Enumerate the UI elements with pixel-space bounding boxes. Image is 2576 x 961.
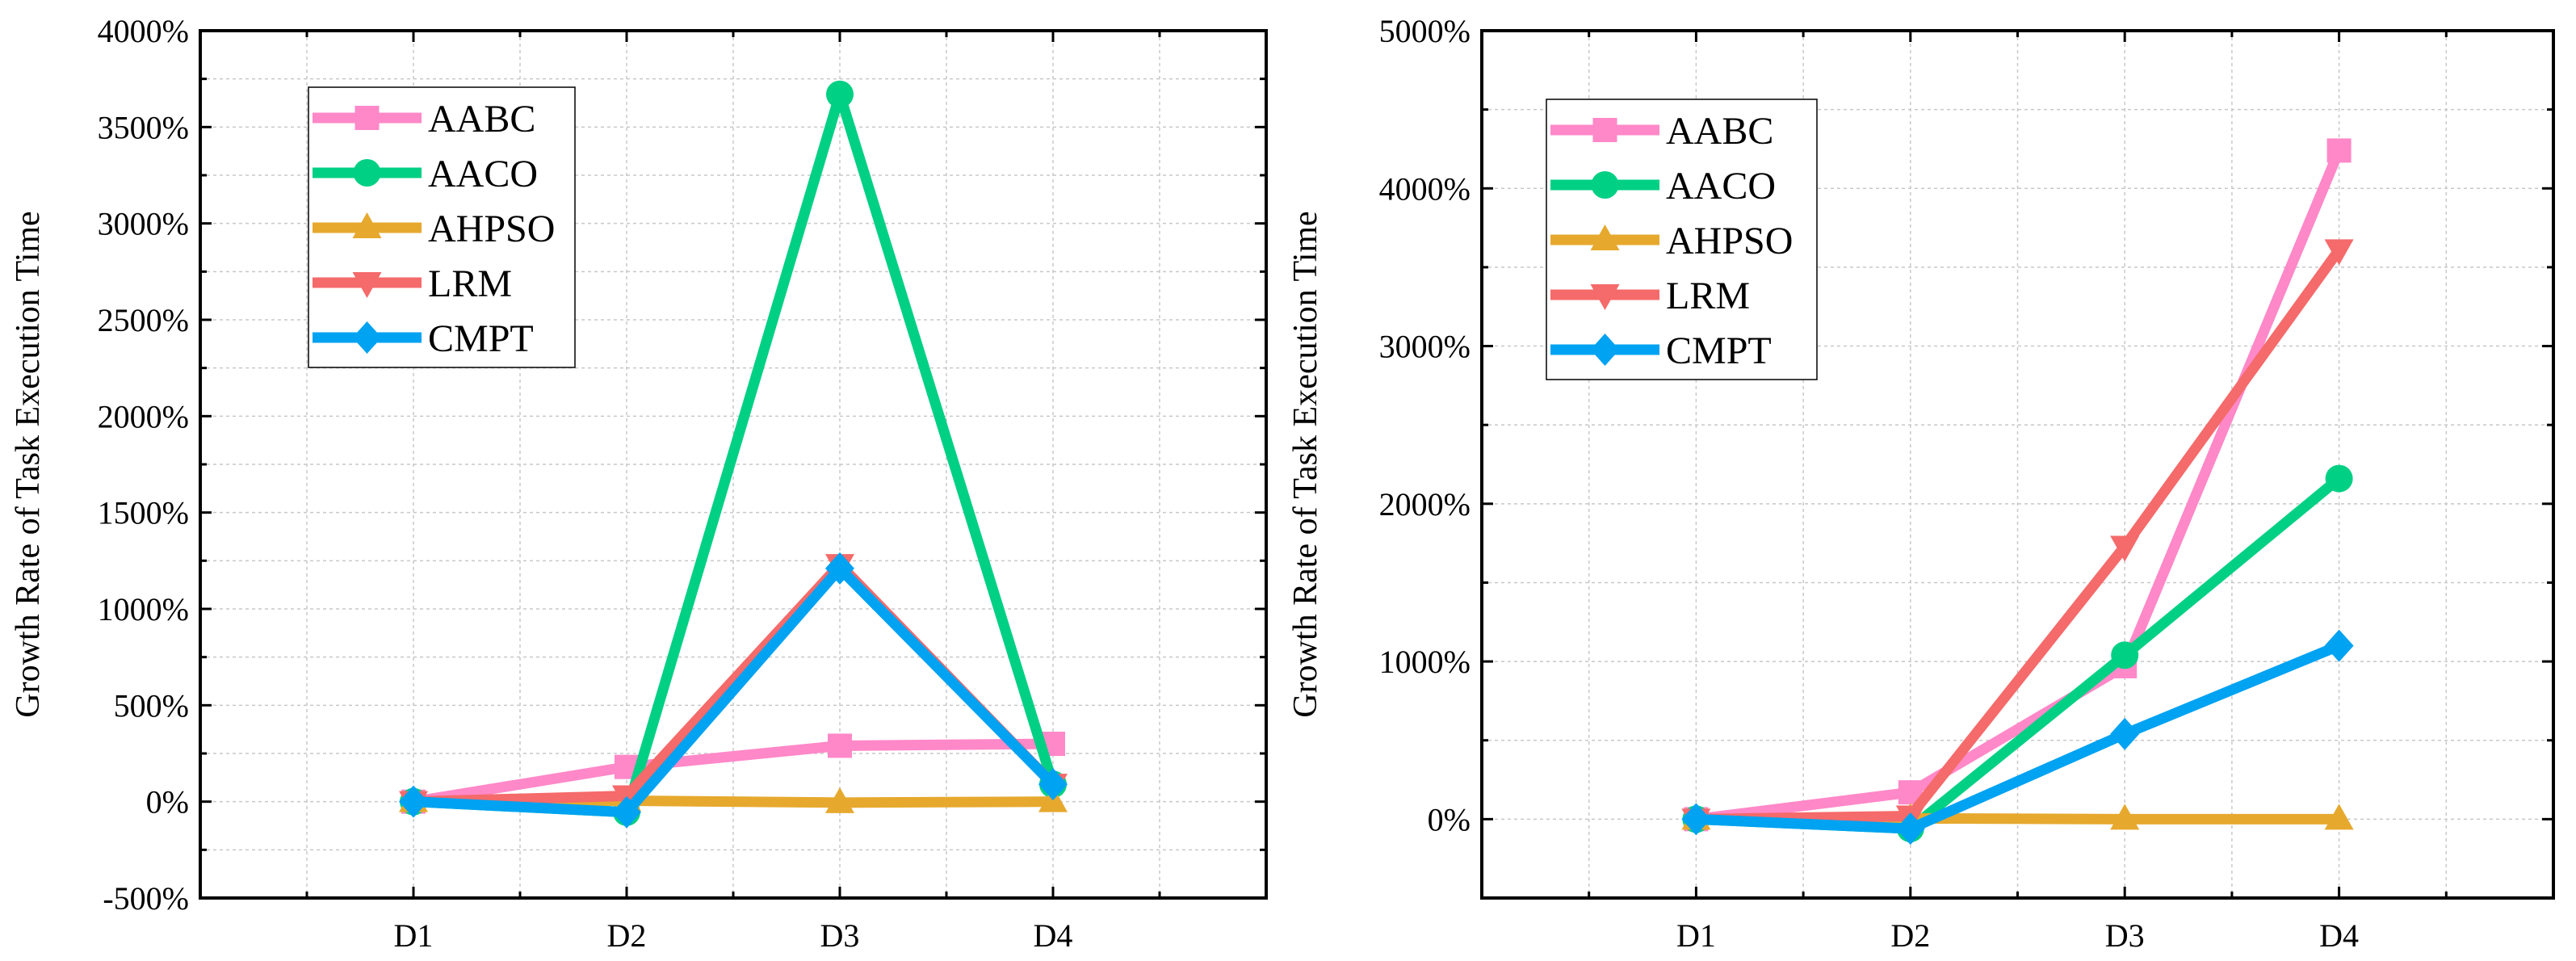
- legend-label: AABC: [1666, 110, 1773, 153]
- legend-entry-aabc: AABC: [1550, 110, 1773, 153]
- y-tick-label: -500%: [103, 880, 189, 917]
- legend-entry-aaco: AACO: [1550, 165, 1776, 208]
- legend-label: CMPT: [1666, 329, 1772, 372]
- x-tick-label: D4: [1034, 917, 1073, 954]
- x-tick-label: D3: [820, 917, 860, 954]
- x-tick-label: D1: [394, 917, 434, 954]
- data-point: [828, 733, 852, 758]
- data-point: [2324, 629, 2354, 662]
- legend-entry-lrm: LRM: [1550, 275, 1750, 317]
- legend-entry-aabc: AABC: [313, 98, 535, 141]
- legend-label: AABC: [428, 98, 535, 141]
- data-point: [825, 552, 854, 585]
- legend-label: AACO: [1666, 165, 1776, 208]
- data-point: [2110, 804, 2140, 830]
- chart-panel-2: 0% 1000% 2000% 3000% 4000% 5000% D1 D2 D3 D4 Growt…: [1287, 13, 2555, 954]
- legend-label: LRM: [1666, 275, 1750, 317]
- x-tick-label: D2: [1890, 917, 1930, 954]
- y-tick-label: 0%: [1428, 801, 1471, 837]
- data-point: [2326, 138, 2352, 163]
- x-tick-label: D1: [1676, 917, 1716, 954]
- y-tick-label: 2000%: [1379, 486, 1471, 522]
- data-point: [399, 785, 428, 818]
- y-tick-label: 3500%: [98, 109, 189, 145]
- data-point: [1895, 812, 1925, 846]
- data-point: [2111, 641, 2139, 669]
- x-tick-label: D3: [2105, 917, 2145, 954]
- y-tick-label: 4000%: [98, 13, 189, 49]
- y-tick-label: 2500%: [98, 302, 189, 338]
- y-axis-title: Growth Rate of Task Execution Time: [10, 211, 47, 717]
- data-point: [2324, 804, 2354, 830]
- y-tick-label: 3000%: [98, 206, 189, 242]
- legend-marker: [1590, 334, 1620, 366]
- legend-label: CMPT: [428, 317, 534, 360]
- y-axis-title: Growth Rate of Task Execution Time: [1287, 211, 1324, 717]
- legend-entry-ahpso: AHPSO: [1550, 220, 1793, 262]
- y-tick-label: 500%: [114, 687, 189, 724]
- y-tick-label: 0%: [146, 784, 189, 820]
- legend: AABC AACO AHPSO LRM CMPT: [1546, 99, 1818, 380]
- series-line: [413, 563, 1057, 818]
- y-tick-label: 1500%: [98, 495, 189, 531]
- data-point: [2110, 717, 2140, 750]
- data-point: [1038, 768, 1068, 801]
- plot-frame: [199, 29, 1268, 900]
- legend-marker: [352, 272, 382, 298]
- series-line: [1696, 640, 2342, 834]
- series-line: [412, 738, 1054, 808]
- data-point: [1681, 803, 1711, 836]
- series-line: [1695, 148, 2344, 825]
- legend-label: AHPSO: [428, 208, 555, 250]
- series-line: [1696, 246, 2343, 825]
- legend-entry-cmpt: CMPT: [313, 317, 534, 360]
- legend-entry-aaco: AACO: [313, 153, 538, 195]
- chart-panel-1: -500% 0% 500% 1000% 1500% 2000% 2500% 3000% 3500…: [10, 13, 1268, 954]
- x-tick-label: D4: [2319, 917, 2359, 954]
- legend-marker: [1590, 284, 1620, 310]
- legend-entry-lrm: LRM: [313, 262, 512, 305]
- data-point: [2325, 464, 2353, 493]
- series-cmpt: [399, 552, 1068, 829]
- legend-label: AHPSO: [1666, 220, 1793, 262]
- series-cmpt: [1681, 629, 2354, 846]
- data-point: [826, 80, 854, 108]
- data-point: [825, 787, 854, 813]
- legend-marker: [355, 106, 380, 130]
- legend-label: LRM: [428, 262, 512, 305]
- legend: AABC AACO AHPSO LRM CMPT: [308, 86, 576, 368]
- legend-marker: [1590, 225, 1620, 250]
- y-tick-label: 5000%: [1379, 13, 1471, 49]
- legend-marker: [1591, 171, 1619, 199]
- data-point: [2110, 535, 2140, 562]
- y-tick-label: 2000%: [98, 398, 189, 434]
- legend-marker: [353, 159, 381, 187]
- legend-marker: [1592, 118, 1617, 142]
- plot-frame: [1480, 29, 2555, 900]
- y-tick-label: 4000%: [1379, 170, 1471, 207]
- data-point: [2324, 239, 2354, 266]
- data-point: [612, 795, 641, 829]
- legend-marker: [352, 321, 382, 354]
- y-tick-label: 3000%: [1379, 329, 1471, 365]
- y-tick-label: 1000%: [98, 591, 189, 627]
- y-tick-label: 1000%: [1379, 644, 1471, 680]
- legend-entry-cmpt: CMPT: [1550, 329, 1772, 372]
- legend-marker: [352, 212, 382, 238]
- legend-label: AACO: [428, 153, 538, 195]
- x-tick-label: D2: [607, 917, 647, 954]
- legend-entry-ahpso: AHPSO: [313, 208, 555, 250]
